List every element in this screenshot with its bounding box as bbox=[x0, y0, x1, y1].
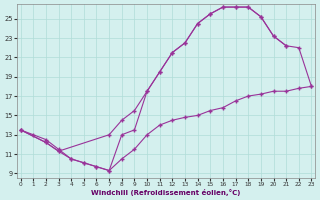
X-axis label: Windchill (Refroidissement éolien,°C): Windchill (Refroidissement éolien,°C) bbox=[91, 189, 241, 196]
